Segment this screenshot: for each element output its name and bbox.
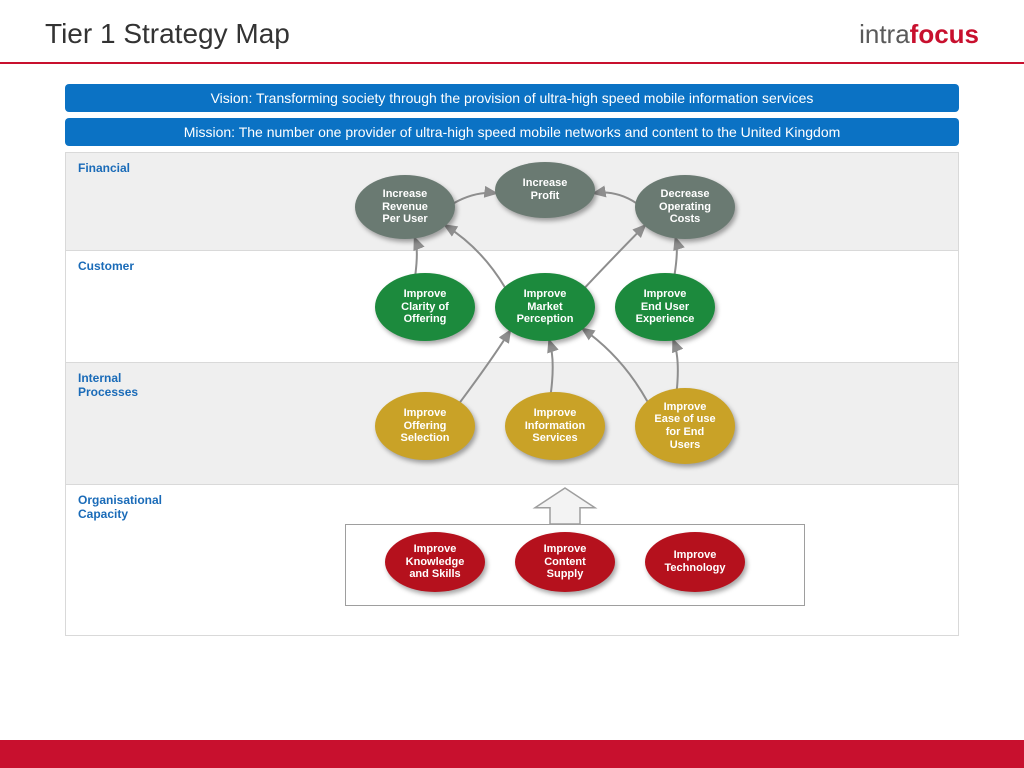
page-title: Tier 1 Strategy Map [45, 18, 290, 50]
lane-label-internal: InternalProcesses [78, 371, 138, 400]
lane-internal: InternalProcesses [66, 363, 958, 485]
content-area: Vision: Transforming society through the… [0, 64, 1024, 636]
footer-bar [0, 740, 1024, 768]
lane-orgcap: OrganisationalCapacity [66, 485, 958, 635]
slide-header: Tier 1 Strategy Map intrafocus [0, 0, 1024, 62]
mission-banner: Mission: The number one provider of ultr… [65, 118, 959, 146]
lane-label-financial: Financial [78, 161, 130, 175]
logo-part-1: intra [859, 19, 910, 49]
swimlanes-container: Financial Customer InternalProcesses Organi… [65, 152, 959, 636]
lane-financial: Financial [66, 153, 958, 251]
lane-label-orgcap: OrganisationalCapacity [78, 493, 162, 522]
lane-customer: Customer [66, 251, 958, 363]
vision-banner: Vision: Transforming society through the… [65, 84, 959, 112]
brand-logo: intrafocus [859, 19, 979, 50]
lane-label-customer: Customer [78, 259, 134, 273]
logo-part-2: focus [910, 19, 979, 49]
